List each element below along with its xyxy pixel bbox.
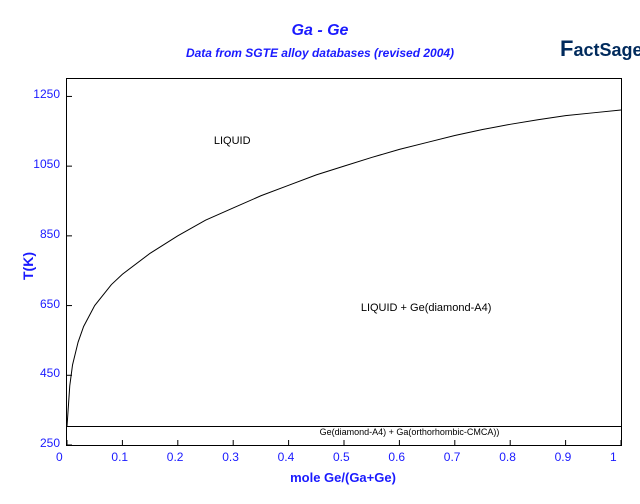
x-tick-label: 0.4 — [278, 450, 295, 464]
factsage-logo: FactSage® — [560, 36, 640, 62]
x-tick-label: 0.2 — [167, 450, 184, 464]
region-label: Ge(diamond-A4) + Ga(orthorhombic-CMCA)) — [320, 427, 500, 437]
x-tick-label: 0.5 — [333, 450, 350, 464]
chart-title: Ga - Ge — [0, 22, 640, 40]
logo-f: F — [560, 36, 573, 61]
curves-svg — [67, 79, 621, 445]
x-tick-label: 0.7 — [444, 450, 461, 464]
x-axis-label: mole Ge/(Ga+Ge) — [66, 470, 620, 485]
y-tick-label: 250 — [40, 436, 60, 450]
y-axis-label-text: T(K) — [20, 252, 36, 280]
title-main: Ga - Ge — [292, 22, 349, 39]
region-label: LIQUID + Ge(diamond-A4) — [361, 302, 492, 314]
chart-subtitle: Data from SGTE alloy databases (revised … — [0, 44, 640, 62]
y-tick-label: 850 — [40, 227, 60, 241]
logo-rest: actSage — [573, 40, 640, 60]
y-tick-label: 1050 — [33, 157, 60, 171]
x-tick-label: 0.1 — [111, 450, 128, 464]
x-tick-label: 0 — [56, 450, 63, 464]
x-axis-label-text: mole Ge/(Ga+Ge) — [290, 470, 396, 485]
x-tick-label: 0.9 — [555, 450, 572, 464]
title-sub: Data from SGTE alloy databases (revised … — [186, 46, 454, 60]
x-tick-label: 0.8 — [499, 450, 516, 464]
plot-area — [66, 78, 622, 446]
x-tick-label: 1 — [610, 450, 617, 464]
x-tick-label: 0.6 — [388, 450, 405, 464]
y-tick-label: 450 — [40, 366, 60, 380]
y-tick-label: 650 — [40, 297, 60, 311]
x-tick-label: 0.3 — [222, 450, 239, 464]
region-label: LIQUID — [214, 135, 251, 147]
y-tick-label: 1250 — [33, 87, 60, 101]
y-axis-label: T(K) — [20, 252, 36, 280]
